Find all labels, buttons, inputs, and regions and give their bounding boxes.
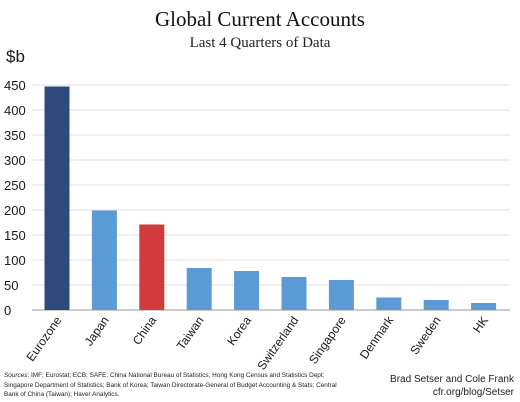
- bar-sweden: [423, 300, 449, 310]
- sources-label: Sources: [4, 372, 28, 379]
- y-tick-labels: 0 50 100 150 200 250 300 350 400 450: [4, 78, 26, 318]
- bar-denmark: [376, 297, 402, 310]
- credit-url: cfr.org/blog/Setser: [432, 387, 514, 398]
- x-tick-labels: Eurozone Japan China Taiwan Korea Switzerland…: [24, 313, 492, 373]
- bar-singapore: [328, 280, 354, 310]
- sources-note: Sources: IMF; Eurostat; ECB; SAFE; China…: [4, 371, 349, 400]
- y-tick-label: 400: [4, 103, 26, 118]
- sources-text: : IMF; Eurostat; ECB; SAFE; China Nation…: [4, 372, 337, 398]
- x-tick-label: HK: [470, 314, 491, 336]
- bar-eurozone: [44, 86, 70, 310]
- x-tick-label: Singapore: [306, 313, 349, 366]
- y-tick-label: 150: [4, 228, 26, 243]
- y-tick-label: 0: [4, 303, 11, 318]
- credit-block: Brad Setser and Cole Frank cfr.org/blog/…: [390, 373, 514, 399]
- x-tick-label: China: [130, 313, 160, 347]
- y-tick-label: 50: [4, 278, 18, 293]
- x-tick-label: Japan: [82, 314, 112, 349]
- y-tick-label: 100: [4, 253, 26, 268]
- chart-subtitle: Last 4 Quarters of Data: [189, 35, 331, 51]
- bar-hk: [471, 303, 497, 310]
- bar-switzerland: [281, 277, 307, 310]
- bar-china: [139, 224, 165, 310]
- y-tick-label: 450: [4, 78, 26, 93]
- credit-authors: Brad Setser and Cole Frank: [390, 374, 514, 385]
- bar-japan: [91, 210, 117, 310]
- x-tick-label: Denmark: [357, 313, 397, 362]
- y-tick-label: 250: [4, 178, 26, 193]
- bar-taiwan: [186, 268, 212, 310]
- y-tick-label: 300: [4, 153, 26, 168]
- x-tick-label: Sweden: [407, 314, 443, 358]
- x-tick-label: Korea: [224, 313, 254, 348]
- x-tick-label: Switzerland: [254, 314, 301, 373]
- y-tick-label: 200: [4, 203, 26, 218]
- bar-korea: [234, 271, 260, 310]
- y-tick-label: 350: [4, 128, 26, 143]
- bars: [44, 86, 497, 310]
- x-tick-label: Eurozone: [24, 313, 65, 363]
- chart-title: Global Current Accounts: [155, 7, 365, 31]
- x-tick-label: Taiwan: [174, 314, 207, 353]
- y-axis-label: $b: [6, 47, 25, 66]
